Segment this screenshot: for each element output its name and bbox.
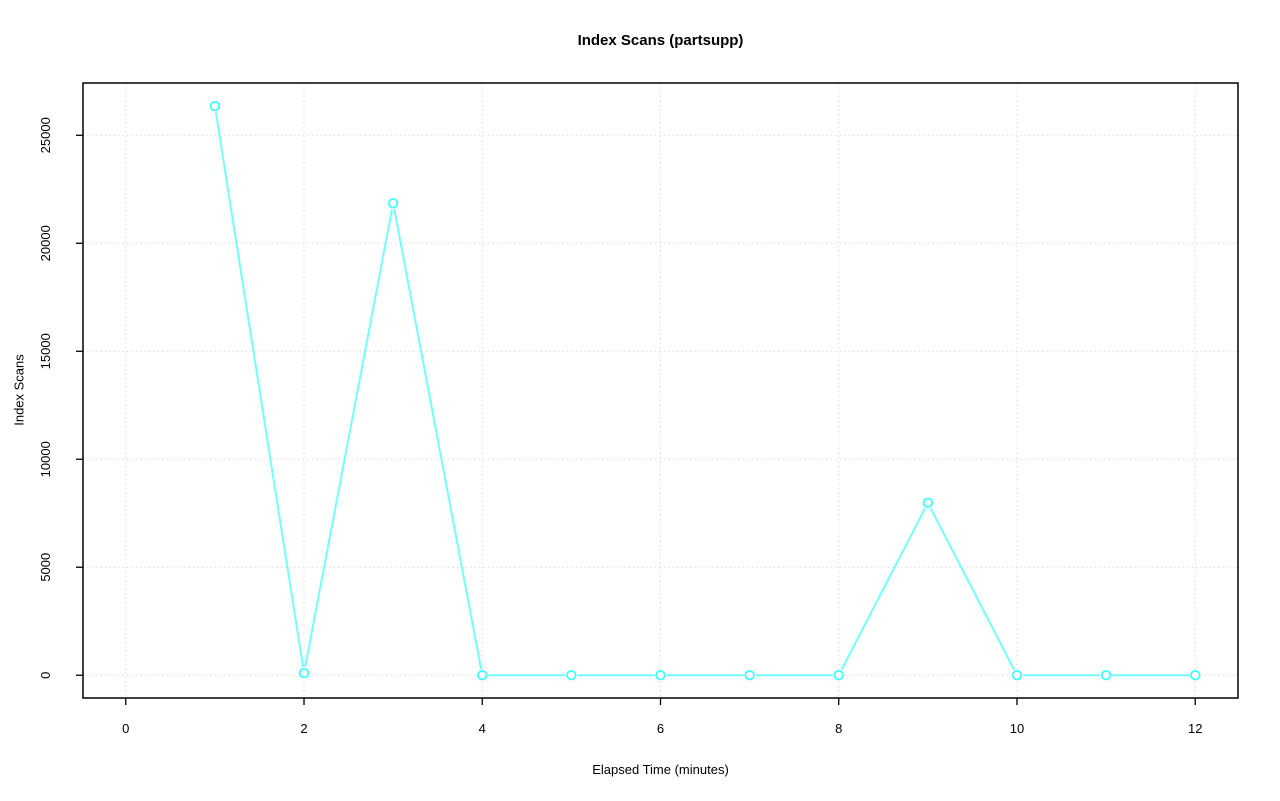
data-point-marker	[1011, 670, 1023, 681]
x-axis-label: Elapsed Time (minutes)	[592, 762, 729, 777]
series-line-segment	[840, 508, 926, 670]
plot-frame	[82, 82, 1239, 699]
data-point-marker	[566, 670, 577, 681]
y-tick-label: 15000	[38, 333, 53, 369]
y-axis-label: Index Scans	[11, 354, 27, 426]
x-tick-label: 12	[1188, 721, 1202, 736]
y-tick-label: 20000	[38, 225, 53, 261]
data-point-marker	[1100, 670, 1112, 681]
x-tick-label: 4	[479, 721, 486, 736]
x-tick-label: 0	[122, 721, 129, 736]
x-tick-label: 8	[835, 721, 842, 736]
data-point-marker	[833, 670, 844, 681]
series-line-segment	[930, 508, 1015, 670]
y-tick-label: 5000	[38, 553, 53, 582]
data-point-marker	[744, 670, 755, 681]
data-point-marker	[655, 670, 666, 681]
data-point-marker	[1190, 670, 1201, 681]
y-tick-label: 0	[38, 672, 53, 679]
x-tick-label: 10	[1010, 721, 1024, 736]
x-tick-label: 6	[657, 721, 664, 736]
series-line-segment	[393, 209, 482, 670]
data-point-marker	[209, 100, 221, 112]
series-line-segment	[304, 209, 393, 668]
data-point-marker	[387, 198, 399, 209]
y-tick-label: 10000	[38, 441, 53, 477]
series-line-segment	[214, 112, 304, 668]
data-point-marker	[298, 667, 310, 679]
chart-title: Index Scans (partsupp)	[577, 32, 744, 49]
x-tick-label: 2	[300, 721, 307, 736]
data-point-marker	[477, 670, 488, 681]
y-tick-label: 25000	[38, 117, 53, 153]
data-point-marker	[922, 497, 934, 509]
